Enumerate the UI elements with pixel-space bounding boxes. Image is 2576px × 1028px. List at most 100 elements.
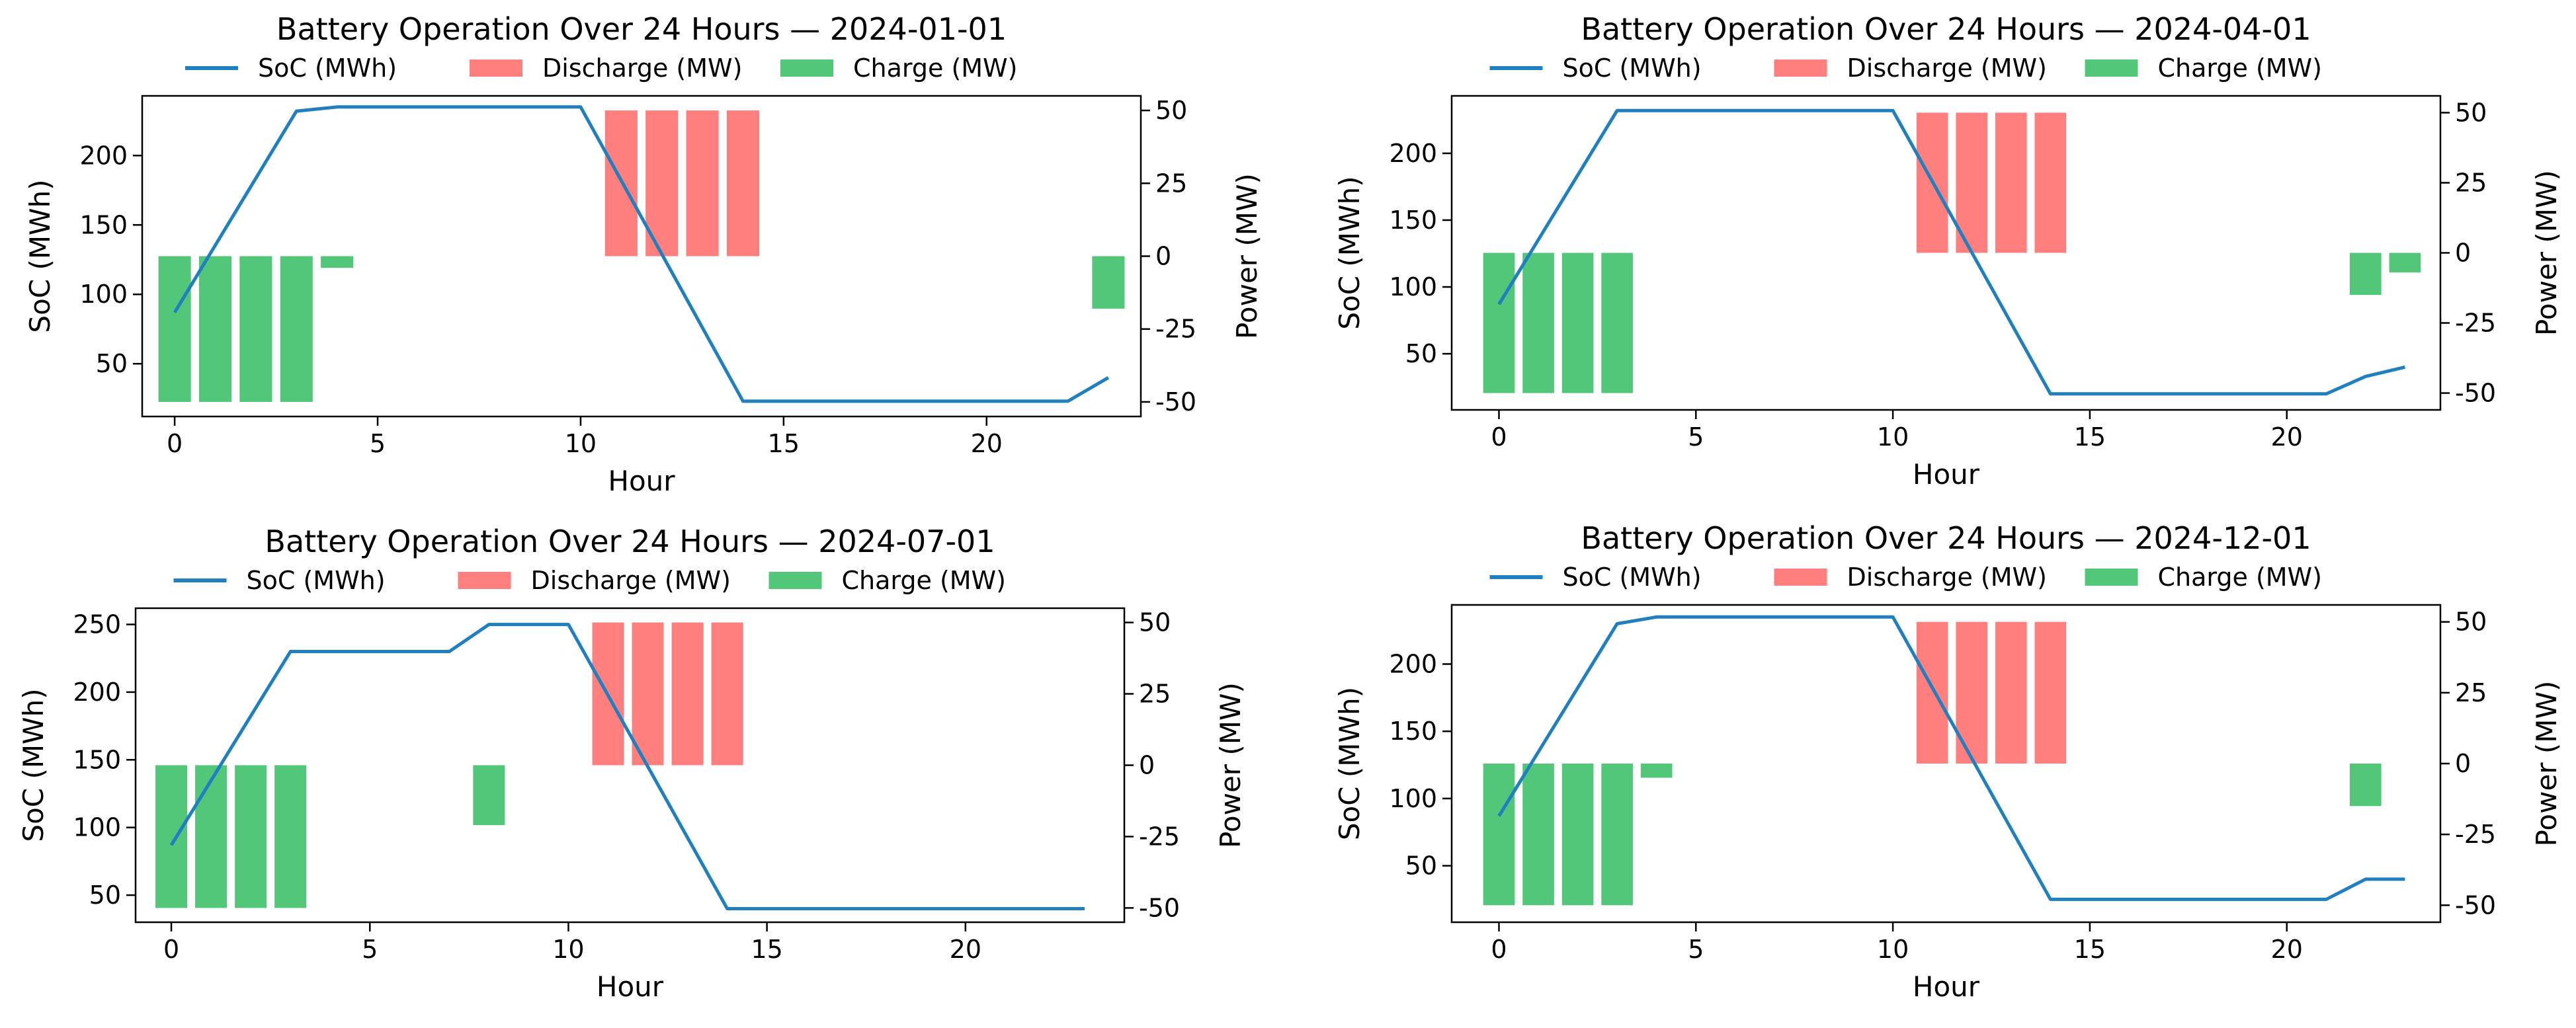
legend-entry-label: Charge (MW) [853,54,1017,83]
chart-title: Battery Operation Over 24 Hours — 2024-0… [265,524,995,559]
chart-title: Battery Operation Over 24 Hours — 2024-1… [1581,520,2311,556]
charge-bar [1601,253,1633,393]
chart-title: Battery Operation Over 24 Hours — 2024-0… [1581,11,2311,47]
discharge-bar [686,110,719,257]
charge-bar [1522,253,1554,393]
legend-entry-label: Charge (MW) [842,566,1006,595]
x-tick-label: 20 [2271,422,2303,452]
legend-discharge-swatch [1774,569,1827,586]
x-tick-label: 20 [2271,935,2303,964]
y-left-tick-label: 100 [73,813,121,842]
legend-charge-swatch [780,59,833,77]
x-tick-label: 15 [2074,422,2106,452]
x-axis-label: Hour [597,970,664,1003]
discharge-bar [711,622,743,766]
charge-bar [1561,253,1594,393]
x-tick-label: 5 [1688,422,1704,452]
y-right-tick-label: 0 [2455,749,2471,778]
y-left-tick-label: 150 [1389,717,1437,746]
charge-bar [280,256,313,402]
x-tick-label: 5 [362,935,378,964]
charge-bar [1601,764,1633,906]
y-right-tick-label: 25 [1155,169,1187,198]
charge-bar [2389,253,2421,273]
y-left-tick-label: 200 [1389,649,1437,678]
y-left-tick-label: 50 [89,881,121,910]
discharge-bar [1916,621,1948,764]
x-tick-label: 0 [1491,422,1507,452]
y-left-axis-label: SoC (MWh) [17,688,50,842]
legend-entry-label: Discharge (MW) [1847,54,2047,83]
charge-bar [235,765,267,908]
x-tick-label: 0 [1491,935,1507,964]
legend-entry-label: SoC (MWh) [1563,54,1702,83]
y-left-tick-label: 150 [1389,206,1437,235]
y-right-tick-label: 50 [2455,98,2487,127]
x-tick-label: 0 [167,429,183,458]
y-left-axis-label: SoC (MWh) [24,179,56,333]
discharge-bar [632,622,664,766]
y-right-tick-label: 0 [1155,242,1171,271]
chart-panel: Battery Operation Over 24 Hours — 2024-0… [24,11,1263,497]
y-left-tick-label: 50 [1405,339,1437,368]
charge-bar [1640,764,1673,778]
chart-panel: Battery Operation Over 24 Hours — 2024-1… [1333,520,2563,1003]
x-tick-label: 20 [971,429,1003,458]
legend-charge-swatch [769,572,822,589]
legend-entry-label: Discharge (MW) [1847,563,2047,592]
x-axis-label: Hour [1913,458,1980,491]
legend-entry-label: Charge (MW) [2158,563,2322,592]
y-left-tick-label: 200 [1389,139,1437,168]
charge-bar [473,765,505,826]
x-axis-label: Hour [608,465,675,497]
discharge-bar [671,622,704,766]
y-right-tick-label: -25 [2455,309,2496,338]
legend-entry-label: Charge (MW) [2158,54,2322,83]
legend-charge-swatch [2085,569,2138,586]
discharge-bar [2034,621,2067,764]
x-tick-label: 10 [1877,935,1909,964]
charge-bar [239,256,272,402]
legend-discharge-swatch [470,59,522,77]
y-right-tick-label: 25 [2455,168,2487,197]
soc-line [1497,615,2405,901]
legend-entry-label: Discharge (MW) [531,566,731,595]
y-left-tick-label: 200 [79,141,128,170]
charge-bar [1483,764,1515,906]
y-left-tick-label: 100 [1389,784,1437,813]
chart-title: Battery Operation Over 24 Hours — 2024-0… [276,11,1007,47]
x-tick-label: 5 [1688,935,1704,964]
y-left-tick-label: 150 [73,745,121,774]
x-tick-label: 15 [2074,935,2106,964]
chart-panel: Battery Operation Over 24 Hours — 2024-0… [17,524,1247,1003]
y-right-tick-label: 50 [1155,96,1187,125]
y-left-axis-label: SoC (MWh) [1333,687,1366,840]
y-left-tick-label: 150 [79,210,128,239]
y-right-tick-label: -25 [1155,315,1196,344]
y-right-tick-label: -50 [2455,379,2496,408]
discharge-bar [1956,112,1988,253]
x-tick-label: 10 [565,429,597,458]
legend-entry-label: Discharge (MW) [542,54,742,83]
discharge-bar [1956,621,1988,764]
charge-bar [274,765,307,908]
charge-bar [1483,253,1515,393]
x-tick-label: 20 [950,935,981,964]
y-left-axis-label: SoC (MWh) [1333,176,1366,329]
charge-bar [2350,253,2382,296]
y-right-axis-label: Power (MW) [2530,170,2563,336]
y-right-tick-label: 50 [2455,608,2487,637]
y-right-tick-label: -25 [2455,820,2496,849]
legend-entry-label: SoC (MWh) [247,566,386,595]
y-right-tick-label: 25 [1139,680,1171,709]
legend-entry-label: SoC (MWh) [1563,563,1702,592]
y-left-tick-label: 200 [73,678,121,707]
y-left-tick-label: 100 [79,280,128,309]
charge-bar [1561,764,1594,906]
y-left-tick-label: 50 [96,349,128,378]
legend-entry-label: SoC (MWh) [258,54,397,83]
x-tick-label: 10 [552,935,584,964]
y-right-tick-label: -50 [2455,890,2496,920]
y-right-tick-label: 50 [1139,608,1171,637]
charge-bar [2350,764,2382,807]
